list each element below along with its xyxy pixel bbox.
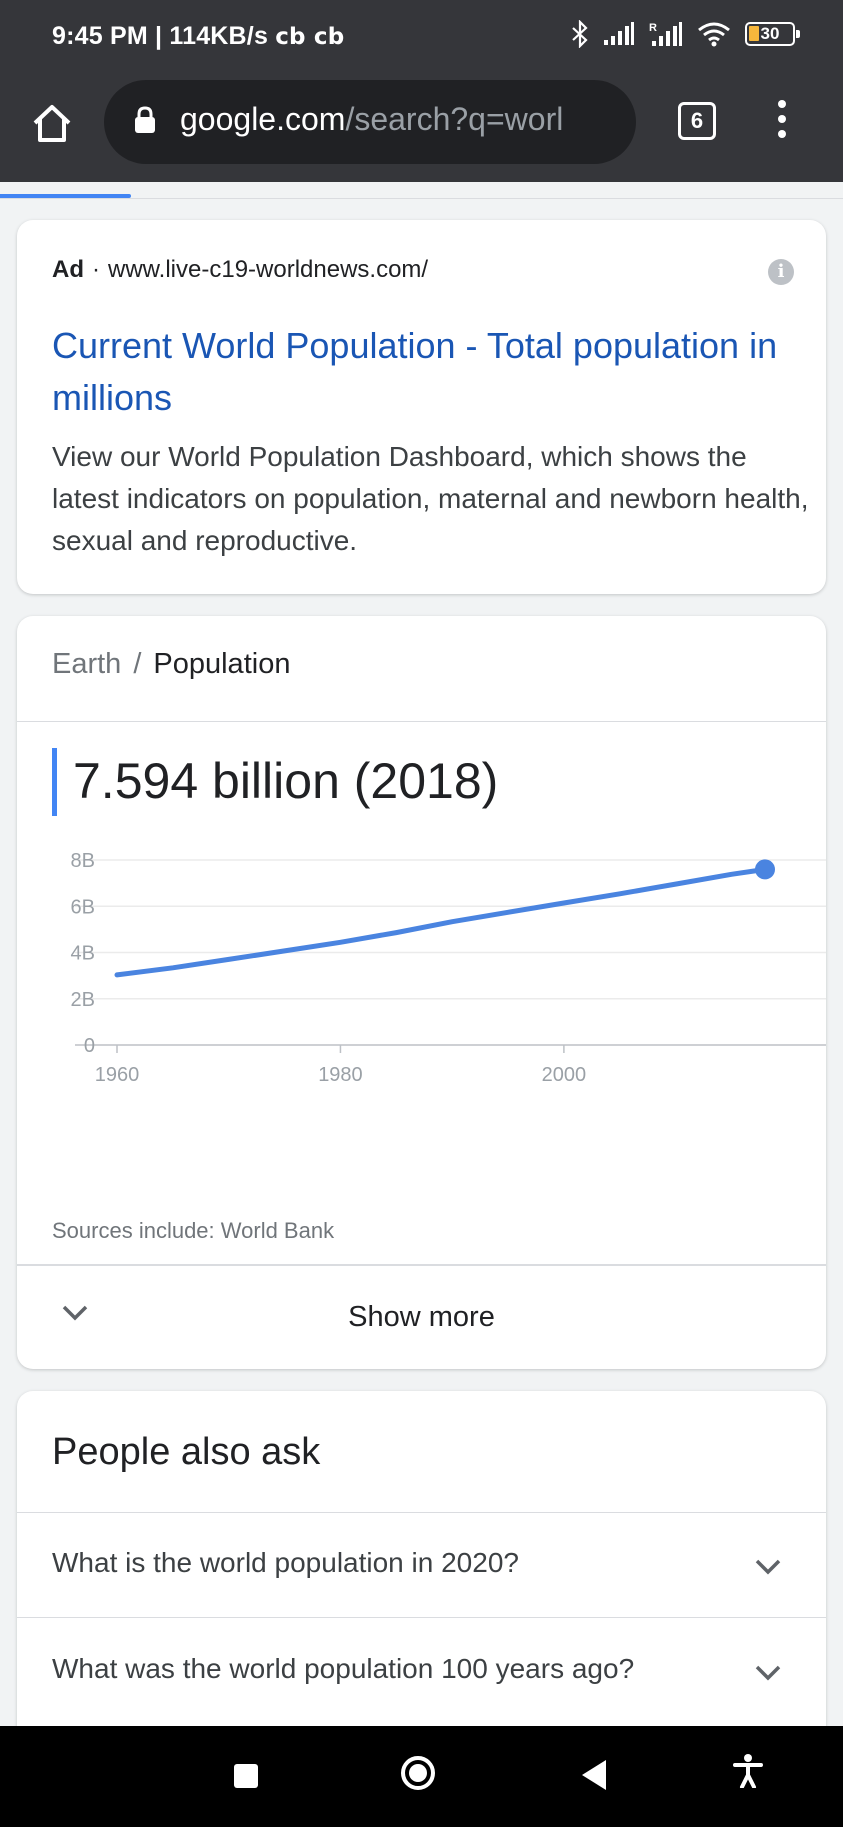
ad-display-url[interactable]: www.live-c19-worldnews.com/: [108, 256, 429, 283]
latest-point-marker: [755, 859, 775, 880]
breadcrumb-population: Population: [153, 648, 291, 680]
url-host: google.com: [180, 101, 346, 137]
population-chart[interactable]: 0 2B 4B 6B 8B 1960 1980 2000: [17, 846, 826, 1096]
breadcrumb-separator: /: [133, 648, 142, 680]
ad-separator: ·: [92, 256, 100, 283]
population-line: [114, 866, 768, 978]
info-icon[interactable]: i: [768, 259, 794, 285]
breadcrumb-earth[interactable]: Earth: [52, 648, 122, 680]
y-tick-label: 6B: [71, 896, 95, 918]
status-bar: 9:45 PM | 114KB/s cb cb R 30: [0, 0, 843, 78]
home-nav-icon[interactable]: [401, 1756, 435, 1790]
tab-switcher-button[interactable]: 6: [678, 102, 716, 140]
paa-title: People also ask: [52, 1431, 321, 1473]
url-path: /search?q=worl: [345, 101, 564, 137]
population-value: 7.594 billion (2018): [73, 753, 499, 809]
chevron-down-icon: [62, 1305, 88, 1321]
x-tick-label: 2000: [542, 1064, 587, 1086]
battery-icon: 30: [745, 22, 800, 46]
browser-toolbar: google.com/search?q=worl 6: [0, 78, 843, 182]
chevron-down-icon[interactable]: [754, 1558, 782, 1576]
ad-label: Ad: [52, 256, 84, 283]
svg-text:R: R: [649, 22, 657, 34]
x-tick-label: 1980: [318, 1064, 363, 1086]
paa-question[interactable]: What is the world population in 2020?: [52, 1547, 519, 1578]
url-bar[interactable]: google.com/search?q=worl: [104, 80, 636, 164]
overflow-menu-icon[interactable]: [772, 100, 792, 144]
divider: [17, 1617, 826, 1618]
status-time-network: 9:45 PM | 114KB/s: [52, 22, 269, 50]
y-tick-label: 2B: [71, 989, 95, 1011]
lock-icon: [135, 106, 155, 133]
paa-question[interactable]: What was the world population 100 years …: [52, 1653, 635, 1684]
sources-text: Sources include: World Bank: [52, 1218, 335, 1243]
status-icons: R 30: [571, 20, 800, 48]
status-extra: cb cb: [275, 24, 345, 50]
bluetooth-icon: [572, 20, 588, 48]
divider: [17, 721, 826, 722]
y-tick-label: 4B: [71, 943, 95, 965]
active-tab-indicator: [0, 194, 131, 198]
divider: [17, 1512, 826, 1513]
url-text[interactable]: google.com/search?q=worl: [180, 101, 563, 138]
show-more-button[interactable]: Show more: [17, 1266, 826, 1369]
battery-level: 30: [760, 24, 780, 43]
y-tick-label: 0: [84, 1035, 95, 1057]
ad-header: Ad · www.live-c19-worldnews.com/: [52, 256, 428, 284]
show-more-label: Show more: [348, 1301, 495, 1333]
value-accent-bar: [52, 748, 57, 816]
back-icon[interactable]: [582, 1760, 606, 1790]
accessibility-icon[interactable]: [733, 1754, 763, 1788]
recents-icon[interactable]: [234, 1764, 258, 1788]
divider: [17, 1264, 826, 1266]
system-nav-bar: [0, 1726, 843, 1827]
ad-title-link[interactable]: Current World Population - Total populat…: [52, 325, 778, 418]
chevron-down-icon[interactable]: [754, 1664, 782, 1682]
people-also-ask-card: People also ask What is the world popula…: [17, 1391, 826, 1731]
wifi-icon: [698, 22, 730, 47]
ad-description: View our World Population Dashboard, whi…: [52, 441, 809, 556]
breadcrumb: Earth / Population: [52, 648, 290, 681]
ad-result-card: Ad · www.live-c19-worldnews.com/ i Current…: [17, 220, 826, 594]
signal-icon: [604, 22, 634, 45]
population-knowledge-card: Earth / Population 7.594 billion (2018) 0 2…: [17, 616, 826, 1369]
tab-strip-divider: [0, 198, 843, 199]
x-tick-label: 1960: [95, 1064, 140, 1086]
status-time: 9:45 PM | 114KB/s cb cb: [52, 22, 344, 51]
y-tick-label: 8B: [71, 850, 95, 872]
home-icon[interactable]: [30, 102, 74, 146]
signal-roaming-icon: R: [649, 22, 682, 46]
